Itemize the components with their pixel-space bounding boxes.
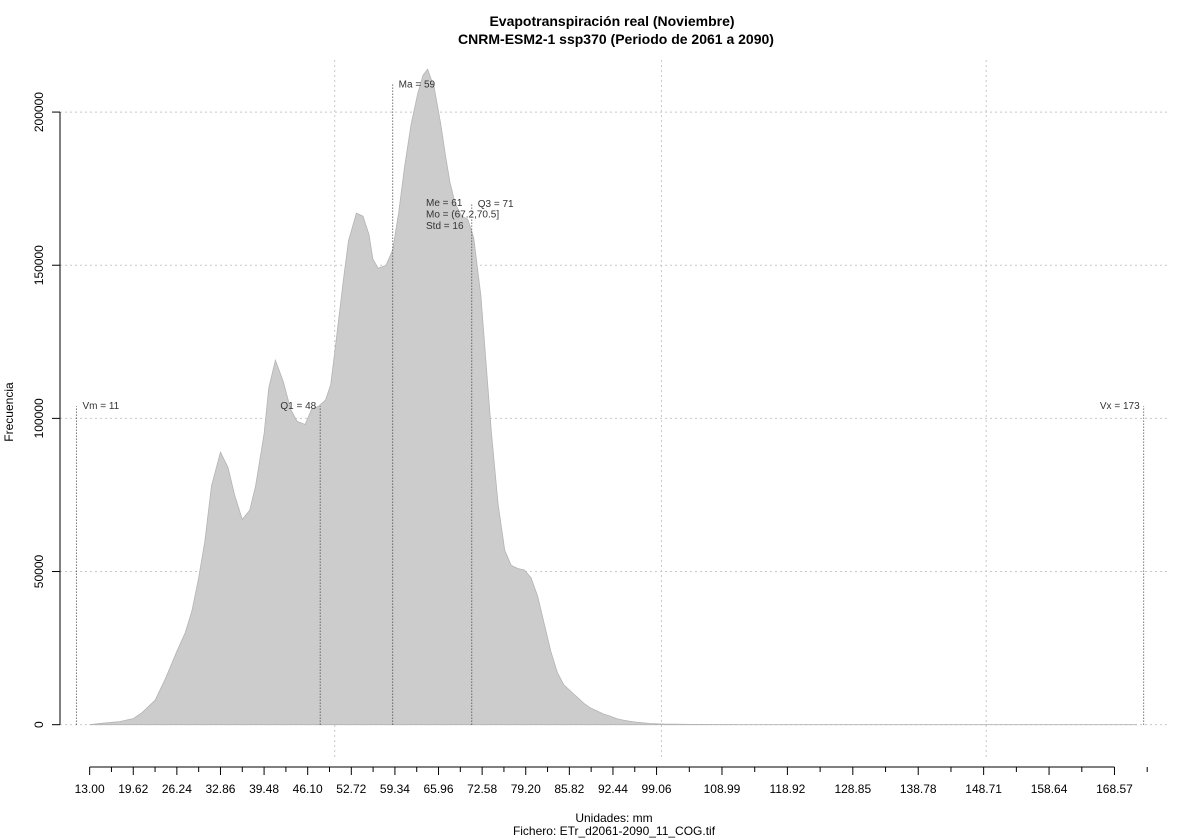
- stat-marker-label: Q3 = 71: [478, 199, 514, 210]
- stat-markers: Vm = 11 Q1 = 48 Ma = 59 Q3 = 71 Vx = 173: [75, 80, 1145, 725]
- x-tick-label: 59.34: [380, 782, 410, 796]
- y-tick-label: 200000: [32, 92, 46, 132]
- x-tick-label: 118.92: [769, 782, 805, 796]
- stat-marker-label: Q1 = 48: [280, 401, 316, 412]
- x-tick-label: 99.06: [642, 782, 672, 796]
- x-tick-label: 72.58: [467, 782, 497, 796]
- x-tick-label: 39.48: [249, 782, 279, 796]
- y-tick-label: 150000: [32, 245, 46, 285]
- stat-text: Mo = (67.2,70.5]: [426, 210, 499, 221]
- x-tick-label: 19.62: [118, 782, 148, 796]
- y-tick-label: 100000: [32, 398, 46, 438]
- x-tick-label: 138.78: [900, 782, 937, 796]
- y-tick-label: 0: [32, 721, 46, 728]
- x-axis-label: Unidades: mm: [575, 811, 652, 825]
- x-tick-label: 85.82: [554, 782, 584, 796]
- stat-text: Me = 61: [426, 198, 463, 209]
- x-tick-label: 158.64: [1031, 782, 1068, 796]
- stat-text: Std = 16: [426, 221, 464, 232]
- x-tick-label: 65.96: [424, 782, 454, 796]
- stat-marker-label: Ma = 59: [399, 80, 436, 91]
- x-tick-label: 92.44: [598, 782, 628, 796]
- x-tick-label: 148.71: [965, 782, 1002, 796]
- y-axis: 0 50000 100000 150000 200000: [32, 92, 61, 728]
- x-tick-label: 108.99: [704, 782, 741, 796]
- x-axis: 13.00 19.62 26.24 32.86 39.48 46.10 52.72 59.34…: [75, 766, 1148, 796]
- x-tick-label: 79.20: [511, 782, 541, 796]
- x-tick-label: 46.10: [293, 782, 323, 796]
- source-file-label: Fichero: ETr_d2061-2090_11_COG.tif: [513, 824, 716, 838]
- stat-marker-label: Vx = 173: [1100, 401, 1140, 412]
- x-tick-label: 168.57: [1096, 782, 1133, 796]
- x-tick-label: 128.85: [834, 782, 871, 796]
- stat-marker-label: Vm = 11: [82, 401, 119, 412]
- y-axis-label: Frecuencia: [2, 382, 16, 442]
- y-tick-label: 50000: [32, 554, 46, 588]
- x-tick-label: 52.72: [336, 782, 366, 796]
- x-tick-label: 26.24: [162, 782, 192, 796]
- x-tick-label: 32.86: [205, 782, 235, 796]
- frequency-area: [89, 68, 1138, 726]
- chart-title: Evapotranspiración real (Noviembre): [489, 13, 734, 29]
- x-tick-label: 13.00: [75, 782, 105, 796]
- chart-subtitle: CNRM-ESM2-1 ssp370 (Periodo de 2061 a 20…: [458, 31, 774, 47]
